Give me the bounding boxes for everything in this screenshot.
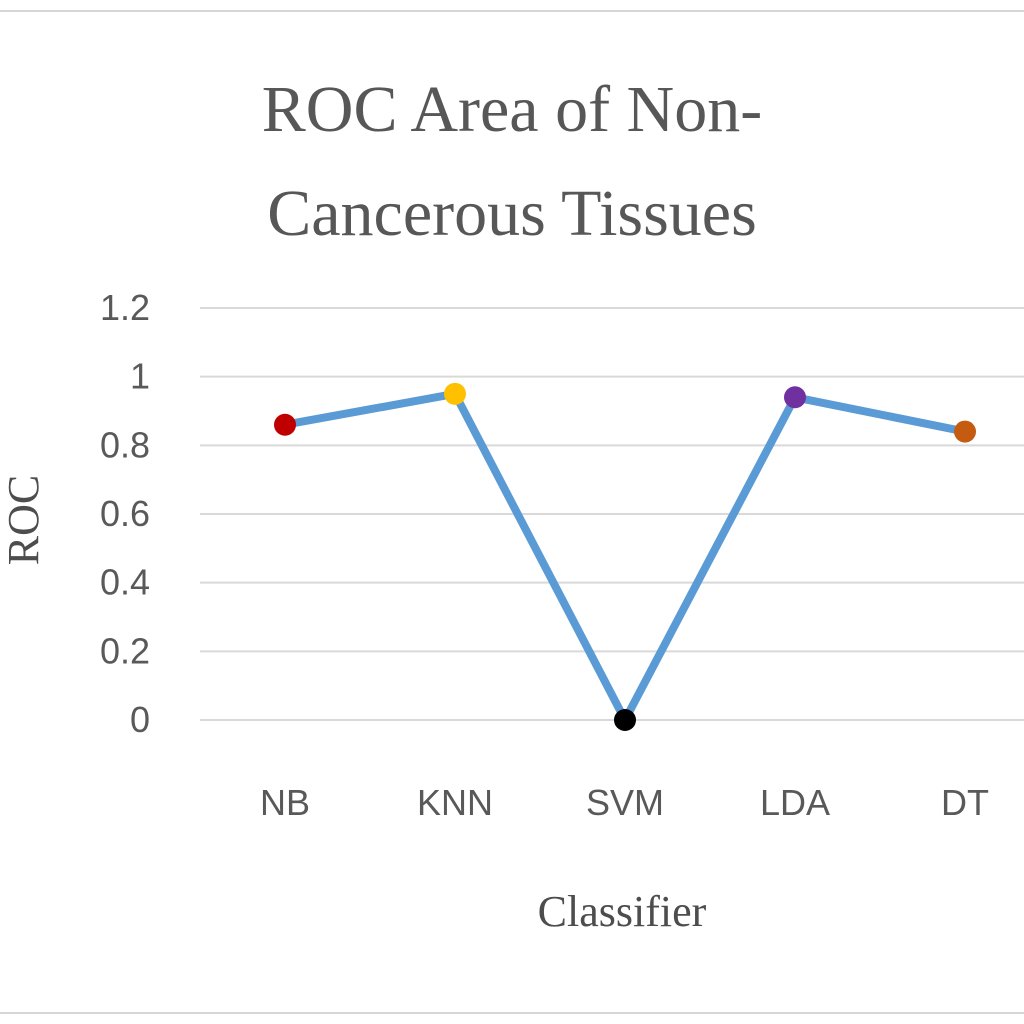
x-tick-label: DT <box>941 782 989 823</box>
chart-title: ROC Area of Non- Cancerous Tissues <box>0 58 1024 266</box>
y-tick-label: 0.6 <box>100 493 150 534</box>
x-tick-label: KNN <box>417 782 493 823</box>
data-point-lda <box>784 386 806 409</box>
x-tick-label: NB <box>260 782 310 823</box>
y-tick-label: 0.4 <box>100 562 150 603</box>
y-tick-label: 0 <box>130 699 150 740</box>
x-tick-labels: NB KNN SVM LDA DT <box>260 782 989 823</box>
x-tick-label: LDA <box>760 782 830 823</box>
y-tick-labels: 0 0.2 0.4 0.6 0.8 1 1.2 <box>100 287 150 740</box>
bottom-border <box>0 1012 1024 1014</box>
data-point-dt <box>954 420 976 443</box>
series-line <box>281 389 969 724</box>
series-group <box>274 382 976 731</box>
chart-title-line-1: ROC Area of Non- <box>261 73 763 146</box>
y-axis-title: ROC <box>0 475 48 565</box>
y-tick-label: 1.2 <box>100 287 150 328</box>
data-point-knn <box>444 382 466 405</box>
x-tick-label: SVM <box>586 782 664 823</box>
y-tick-label: 0.2 <box>100 630 150 671</box>
data-point-nb <box>274 413 296 436</box>
data-point-svm <box>614 709 636 731</box>
y-tick-label: 1 <box>130 356 150 397</box>
x-axis-title: Classifier <box>538 887 707 936</box>
chart-title-line-2: Cancerous Tissues <box>267 177 757 250</box>
top-border <box>0 10 1024 12</box>
y-tick-label: 0.8 <box>100 424 150 465</box>
gridlines <box>200 307 1024 721</box>
